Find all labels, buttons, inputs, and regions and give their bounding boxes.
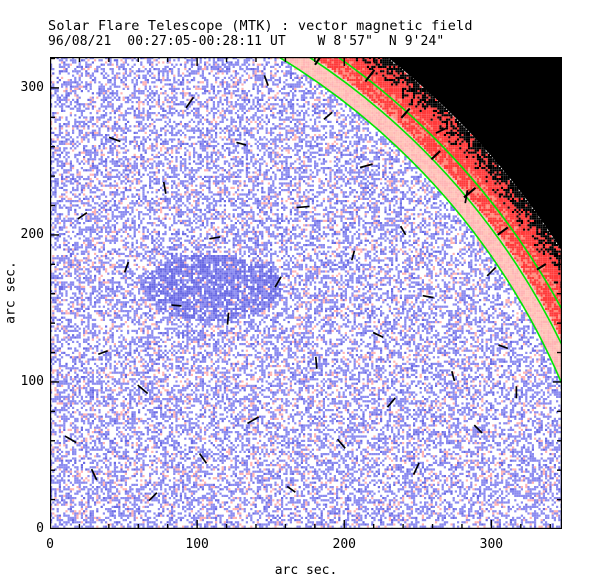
field-vector [172,305,182,306]
x-tick-label: 300 [468,537,514,552]
x-axis-title: arc sec. [0,563,612,578]
y-tick-label: 200 [4,227,44,242]
x-tick-label: 0 [27,537,73,552]
figure-title-block: Solar Flare Telescope (MTK) : vector mag… [48,18,588,50]
y-tick-label: 100 [4,374,44,389]
figure-subtitle: 96/08/21 00:27:05-00:28:11 UT W 8'57" N … [48,34,588,50]
field-vector [316,357,317,369]
plot-area [50,57,562,529]
y-tick-label: 300 [4,80,44,95]
field-vector [297,206,310,207]
figure-title: Solar Flare Telescope (MTK) : vector mag… [48,18,588,34]
field-vector [228,313,229,325]
magnetogram-canvas [50,57,562,529]
x-tick-label: 200 [321,537,367,552]
x-tick-label: 100 [174,537,220,552]
y-tick-label: 0 [4,521,44,536]
magnetogram-figure: Solar Flare Telescope (MTK) : vector mag… [0,0,612,585]
y-axis-title: arc sec. [4,258,19,328]
